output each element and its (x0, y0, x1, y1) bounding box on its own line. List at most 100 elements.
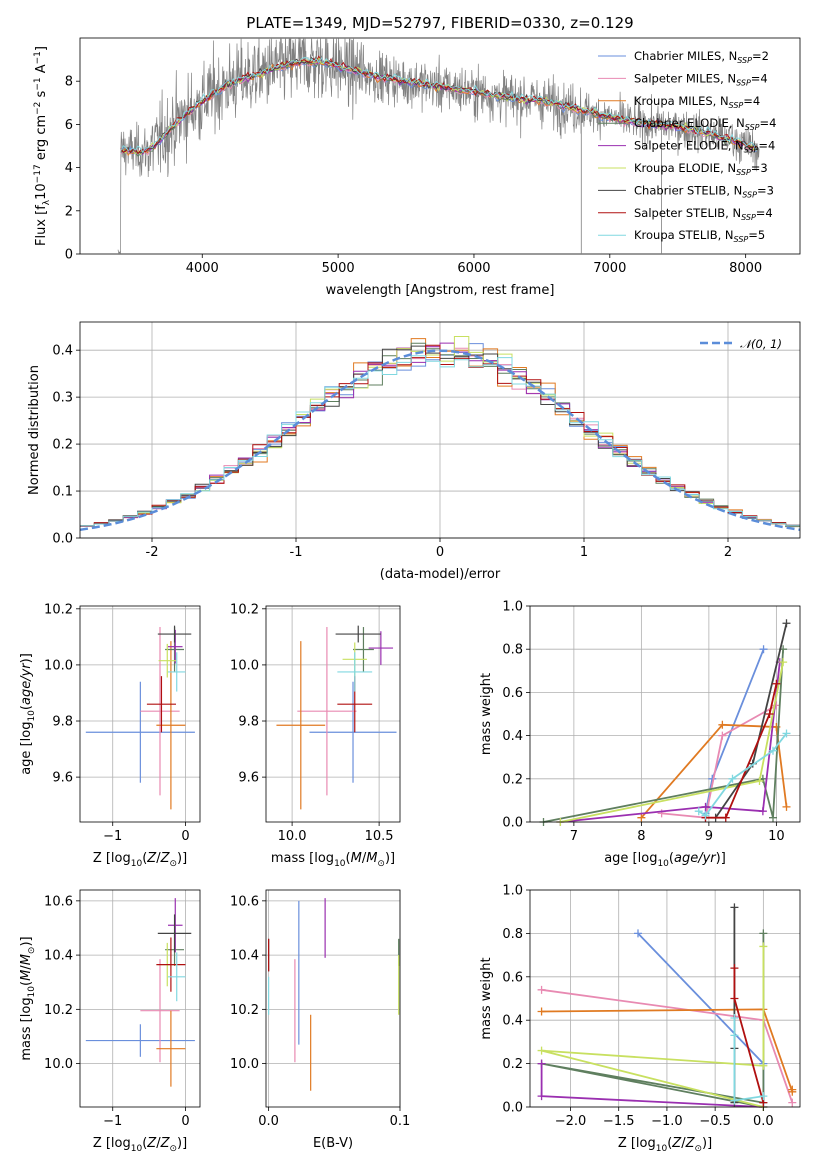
y-tick-label: 10.2 (44, 602, 73, 617)
legend-suffix: =4 (756, 206, 773, 220)
axes-frame (529, 605, 801, 823)
data-point (637, 813, 646, 822)
legend-prefix: Chabrier ELODIE, N (634, 116, 745, 130)
series-line (640, 723, 788, 819)
label-part: Z [log (618, 1136, 656, 1151)
label-part: Flux [f (34, 205, 49, 246)
series-kroupa-miles (537, 1005, 797, 1096)
y-tick-label: 0.2 (52, 438, 73, 453)
data-point (537, 985, 546, 994)
data-point (701, 802, 710, 811)
errorbar-salpeter-elodie (168, 898, 183, 953)
plot-area (539, 619, 791, 826)
errorbar-kroupa-stelib (168, 952, 186, 1002)
legend-entry: Kroupa MILES, NSSP=4 (634, 94, 760, 110)
label-part: / (156, 1136, 161, 1151)
legend-entry: Chabrier STELIB, NSSP=3 (634, 183, 774, 199)
y-tick-label: 10.2 (230, 602, 259, 617)
label-part: )] (177, 1136, 187, 1151)
label-part: mass [log (271, 851, 334, 866)
legend-sub: SSP (742, 190, 757, 199)
x-tick-label: 0 (181, 1114, 189, 1129)
legend-entry: Salpeter MILES, NSSP=4 (634, 71, 768, 87)
data-point (730, 1096, 739, 1105)
series-line (705, 683, 778, 819)
label-part: 10 (131, 1144, 143, 1154)
errorbar-kroupa-stelib (337, 652, 373, 692)
series-line (541, 946, 765, 1108)
y-tick-label: 4 (65, 161, 73, 176)
label-part: Z [log (93, 851, 131, 866)
x-tick-label: 8 (637, 829, 645, 844)
y-tick-label: 10.0 (230, 1057, 259, 1072)
legend-suffix: =3 (757, 183, 774, 197)
data-point (769, 813, 777, 822)
label-part: Z (685, 1136, 696, 1151)
data-point (694, 807, 703, 816)
label-part: M (19, 954, 34, 965)
x-tick-label: 0 (181, 829, 189, 844)
legend-sub: SSP (741, 213, 756, 222)
label-part: ( (19, 981, 34, 986)
label-part: Z (671, 1136, 682, 1151)
legend-prefix: Salpeter STELIB, N (634, 206, 741, 220)
y-axis-label: Flux [fλ10−17 erg cm−2 s−1 A−1] (33, 46, 52, 246)
legend-entry: Kroupa STELIB, NSSP=5 (634, 228, 765, 244)
x-axis-label: age [log10(age/yr)] (604, 851, 726, 869)
y-tick-label: 1.0 (502, 600, 523, 615)
y-axis-label: mass weight (479, 957, 494, 1039)
label-part: )] (19, 653, 34, 663)
x-tick-label: −1 (103, 829, 122, 844)
y-tick-label: 10.0 (44, 1057, 73, 1072)
series-kroupa-stelib (730, 1014, 768, 1105)
y-tick-label: 10.0 (230, 658, 259, 673)
label-part: ⊙ (27, 947, 37, 955)
legend-sub: SSP (729, 101, 744, 110)
data-point (759, 1092, 768, 1101)
errorbar-kroupa-elodie (158, 643, 176, 678)
data-point (537, 1059, 546, 1068)
legend-prefix: Kroupa MILES, N (634, 94, 729, 108)
label-part: / (19, 965, 34, 970)
data-point (718, 731, 727, 740)
legend-entry: Kroupa ELODIE, NSSP=3 (634, 161, 768, 177)
label-part: / (681, 1136, 686, 1151)
label-part: / (362, 851, 367, 866)
errorbar-kroupa-miles (156, 1010, 186, 1087)
label-part: 10 (27, 986, 37, 998)
plot-area (85, 898, 195, 1087)
errorbar-salpeter-miles (140, 627, 180, 796)
x-tick-label: 9 (705, 829, 713, 844)
legend-suffix: =4 (758, 139, 775, 153)
data-point (758, 807, 767, 816)
panel-residuals: -2 -1 0 1 2 0.0 0.1 0.2 0.3 0.4 𝒩(0, 1) Normed dist… (27, 321, 801, 582)
legend-suffix: =4 (760, 116, 777, 130)
label-part: s (34, 90, 49, 101)
y-tick-label: 10.2 (230, 1003, 259, 1018)
label-part: 10 (34, 183, 49, 200)
y-tick-label: 2 (65, 204, 73, 219)
errorbar-kroupa-miles (276, 641, 326, 810)
data-point (537, 1092, 546, 1101)
histogram-salpeter-stelib (80, 344, 800, 527)
y-axis-label: mass [log10(M/M⊙)] (19, 936, 37, 1060)
y-axis-label: mass weight (479, 673, 494, 755)
data-point (730, 903, 739, 912)
label-part: )] (19, 936, 34, 946)
label-part: −1 (33, 77, 43, 90)
data-point (759, 1061, 768, 1070)
x-tick-label: −1.5 (603, 1114, 635, 1129)
label-part: ( (669, 851, 674, 866)
label-part: Z (146, 1136, 157, 1151)
legend-prefix: Kroupa ELODIE, N (634, 161, 736, 175)
y-tick-label: 0 (65, 248, 73, 263)
axes-frame (265, 605, 401, 823)
label-part: −1 (33, 51, 43, 64)
x-tick-label: −1 (103, 1114, 122, 1129)
legend-sub: SSP (744, 146, 759, 155)
y-tick-label: 0.4 (52, 344, 73, 359)
x-axis-label: Z [log10(Z/Z⊙)] (93, 1136, 187, 1154)
y-tick-label: 9.6 (238, 771, 259, 786)
data-point (772, 679, 781, 688)
x-axis-label: mass [log10(M/M⊙)] (271, 851, 395, 869)
